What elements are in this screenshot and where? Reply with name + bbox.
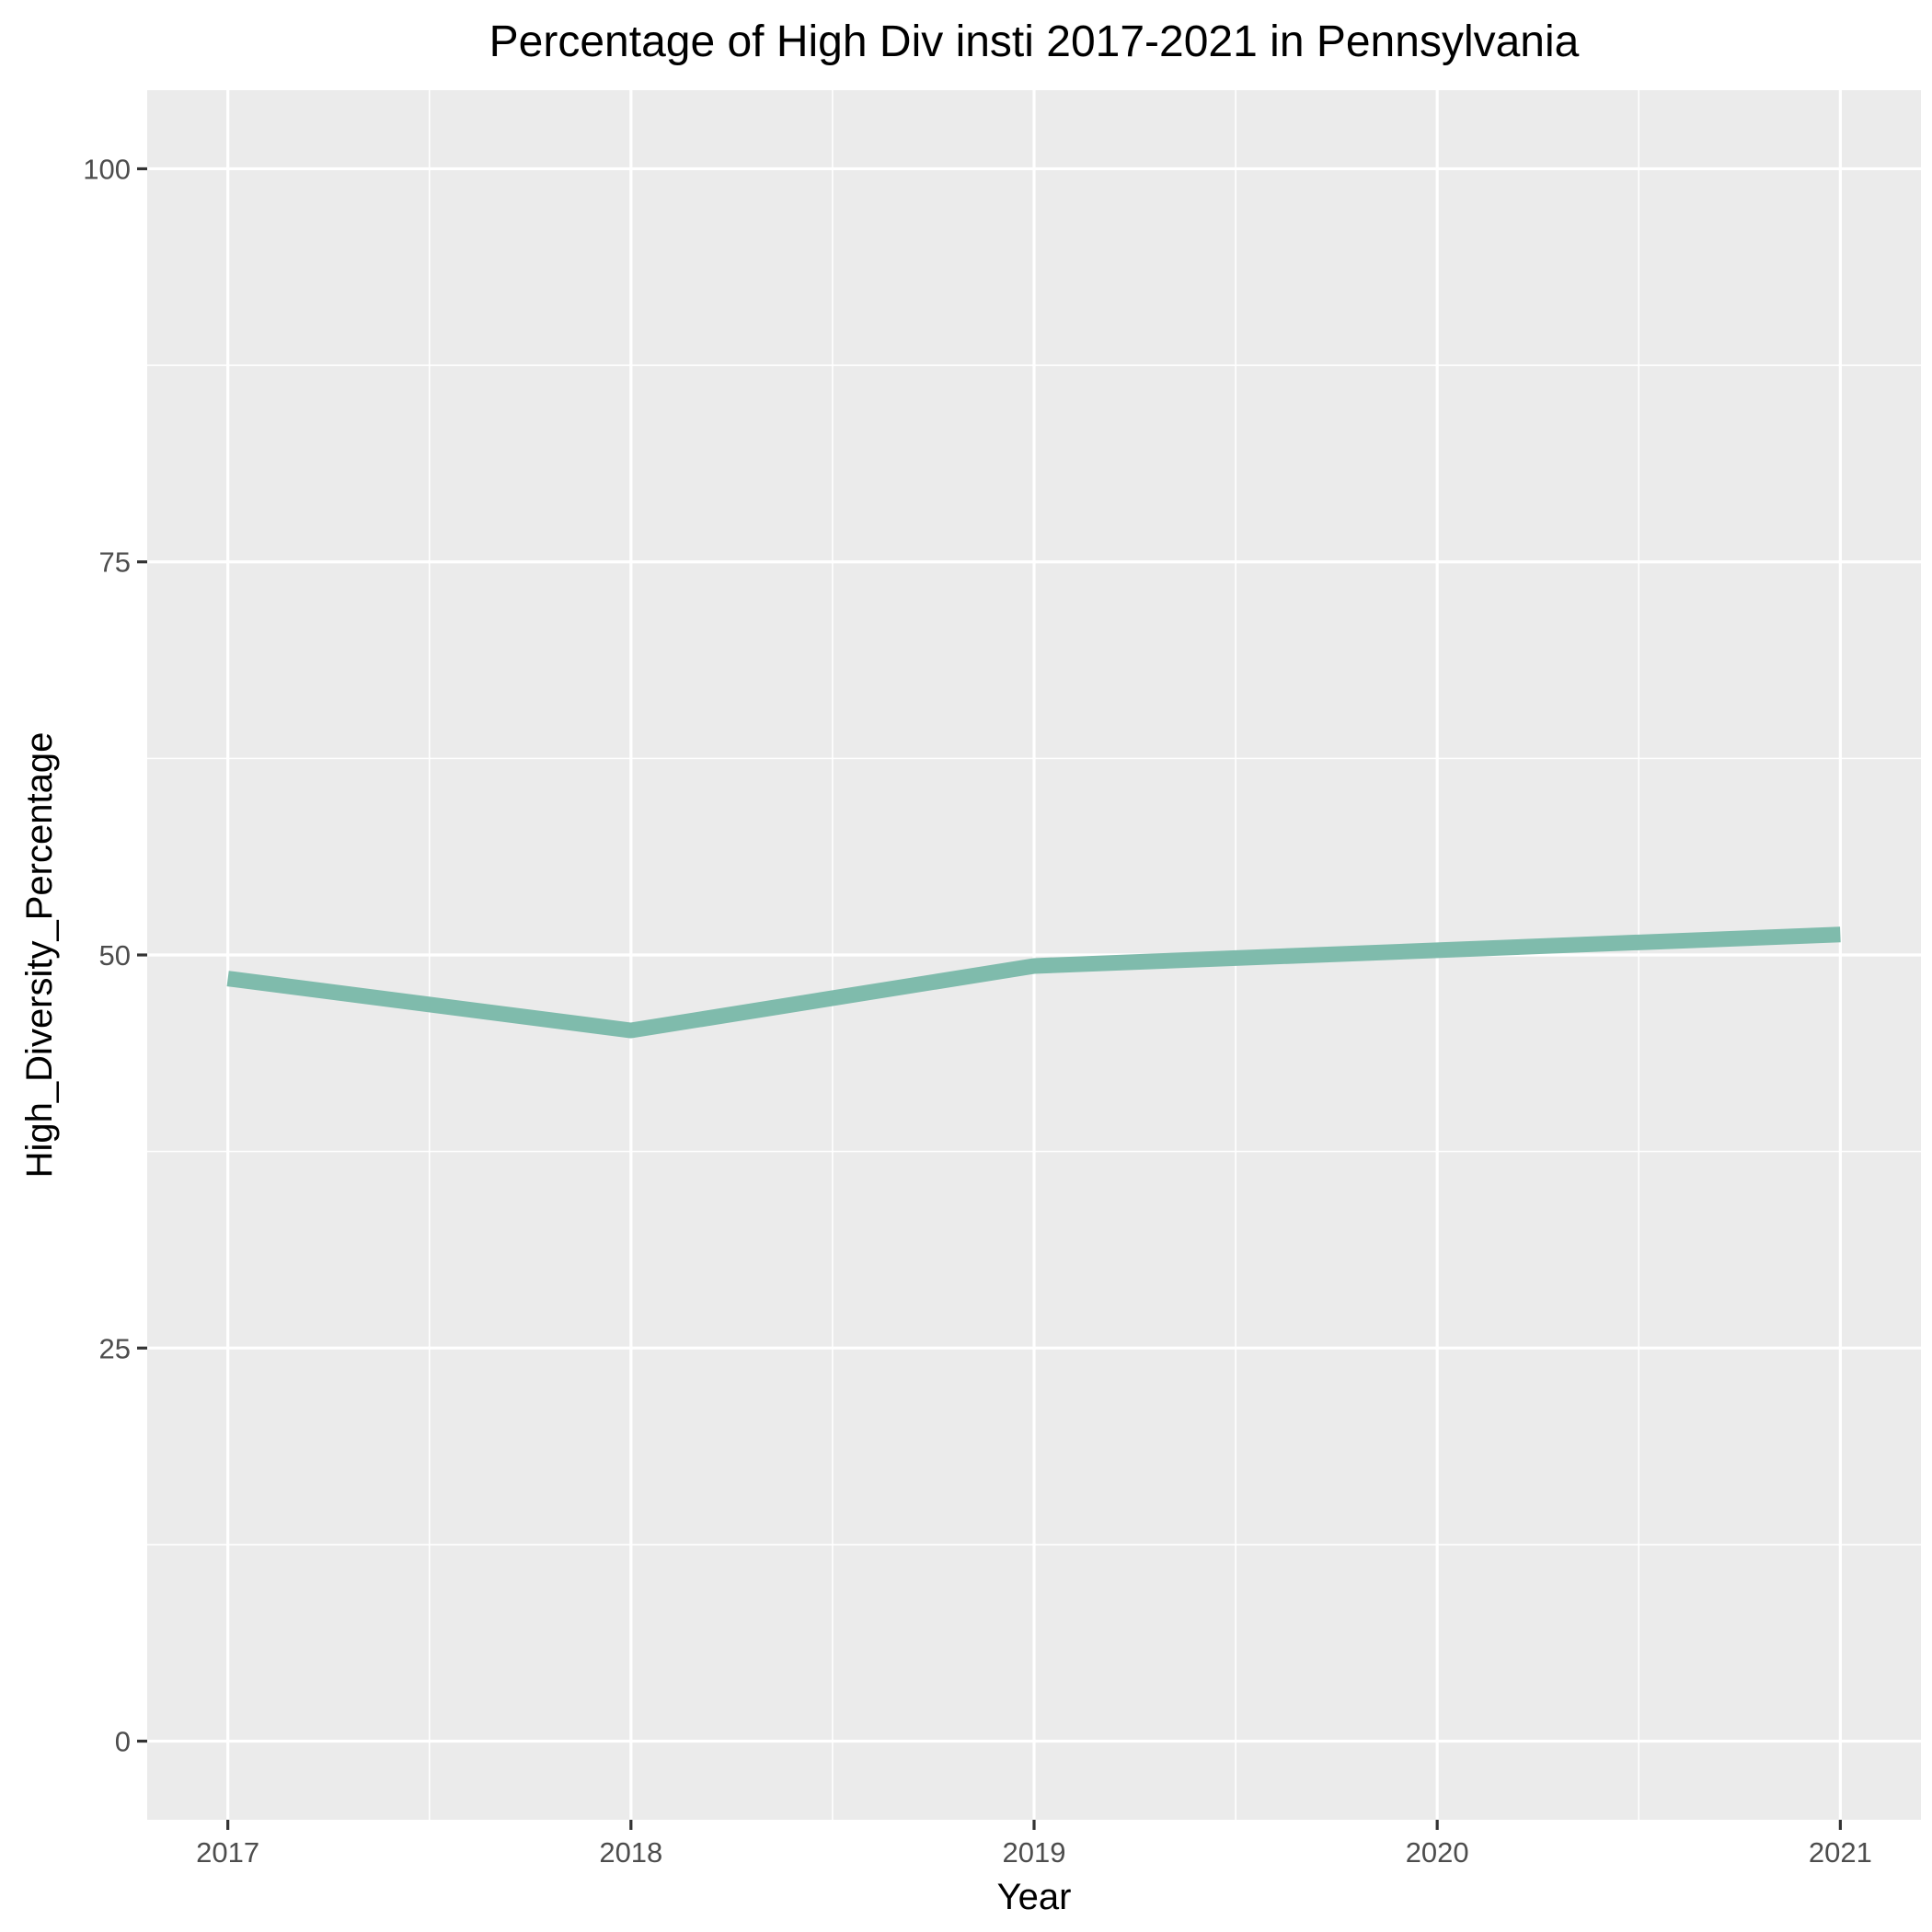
y-tick-label: 50	[99, 939, 131, 972]
x-tick-label: 2018	[599, 1836, 662, 1869]
x-tick-label: 2019	[1003, 1836, 1066, 1869]
series-line	[226, 926, 1841, 1039]
chart-title: Percentage of High Div insti 2017-2021 i…	[489, 17, 1580, 66]
x-tick-label: 2017	[196, 1836, 259, 1869]
y-tick-label: 100	[83, 153, 131, 185]
x-tick-label: 2020	[1406, 1836, 1469, 1869]
x-tick-label: 2021	[1809, 1836, 1872, 1869]
x-axis-title: Year	[997, 1877, 1072, 1917]
y-tick-label: 75	[99, 546, 131, 579]
x-axis: 2017 2018 2019 2020 2021	[196, 1820, 1872, 1869]
plot-panel	[147, 90, 1921, 1820]
y-tick-label: 0	[115, 1726, 131, 1758]
y-tick-label: 25	[99, 1332, 131, 1364]
series-layer	[226, 926, 1841, 1039]
y-axis: 0 25 50 75 100	[83, 153, 147, 1758]
y-axis-title: High_Diversity_Percentage	[19, 732, 60, 1179]
